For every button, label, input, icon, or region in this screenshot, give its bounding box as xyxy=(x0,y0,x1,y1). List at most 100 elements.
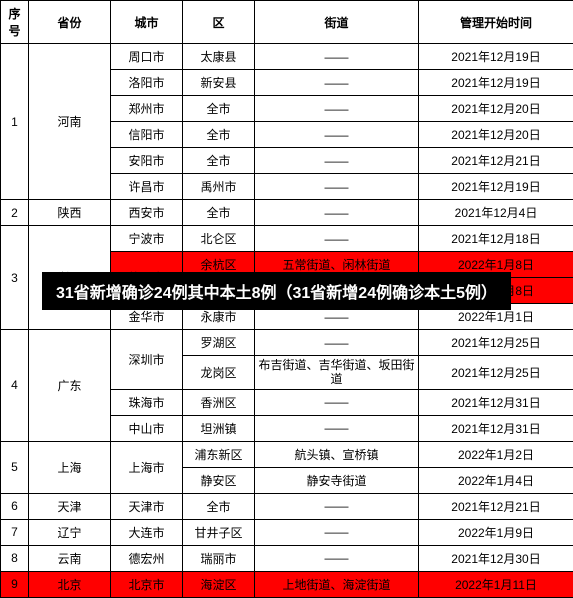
cell-street: —— xyxy=(255,519,419,545)
cell-date: 2021年12月4日 xyxy=(419,200,573,226)
cell-seq: 4 xyxy=(1,330,29,442)
cell-district: 甘井子区 xyxy=(183,519,255,545)
table-row: 9北京北京市海淀区上地街道、海淀街道2022年1月11日 xyxy=(1,571,573,597)
cell-seq: 6 xyxy=(1,493,29,519)
cell-street: —— xyxy=(255,70,419,96)
cell-city: 信阳市 xyxy=(111,122,183,148)
cell-city: 天津市 xyxy=(111,493,183,519)
table-row: 8云南德宏州瑞丽市——2021年12月30日 xyxy=(1,545,573,571)
cell-district: 浦东新区 xyxy=(183,441,255,467)
cell-seq: 5 xyxy=(1,441,29,493)
cell-city: 宁波市 xyxy=(111,226,183,252)
cell-date: 2021年12月18日 xyxy=(419,226,573,252)
table-row: 7辽宁大连市甘井子区——2022年1月9日 xyxy=(1,519,573,545)
col-date: 管理开始时间 xyxy=(419,1,573,44)
cell-province: 陕西 xyxy=(29,200,111,226)
cell-province: 河南 xyxy=(29,44,111,200)
cell-district: 禹州市 xyxy=(183,174,255,200)
cell-district: 龙岗区 xyxy=(183,356,255,390)
cell-date: 2021年12月21日 xyxy=(419,148,573,174)
cell-district: 全市 xyxy=(183,122,255,148)
cell-province: 广东 xyxy=(29,330,111,442)
cell-street: —— xyxy=(255,200,419,226)
cell-street: —— xyxy=(255,493,419,519)
cell-province: 云南 xyxy=(29,545,111,571)
table-row: 5上海上海市浦东新区航头镇、宣桥镇2022年1月2日 xyxy=(1,441,573,467)
cell-district: 太康县 xyxy=(183,44,255,70)
cell-date: 2021年12月19日 xyxy=(419,70,573,96)
cell-street: —— xyxy=(255,44,419,70)
cell-district: 香洲区 xyxy=(183,389,255,415)
cell-street: —— xyxy=(255,122,419,148)
cell-city: 许昌市 xyxy=(111,174,183,200)
table-row: 3浙江宁波市北仑区——2021年12月18日 xyxy=(1,226,573,252)
table-header-row: 序号 省份 城市 区 街道 管理开始时间 xyxy=(1,1,573,44)
table-row: 4广东深圳市罗湖区——2021年12月25日 xyxy=(1,330,573,356)
cell-district: 全市 xyxy=(183,200,255,226)
cell-district: 罗湖区 xyxy=(183,330,255,356)
cell-city: 郑州市 xyxy=(111,96,183,122)
cell-city: 洛阳市 xyxy=(111,70,183,96)
cell-city: 珠海市 xyxy=(111,389,183,415)
cell-seq: 9 xyxy=(1,571,29,597)
cell-city: 上海市 xyxy=(111,441,183,493)
cell-date: 2021年12月30日 xyxy=(419,545,573,571)
cell-street: —— xyxy=(255,330,419,356)
cell-street: 布吉街道、吉华街道、坂田街道 xyxy=(255,356,419,390)
cell-city: 德宏州 xyxy=(111,545,183,571)
cell-seq: 7 xyxy=(1,519,29,545)
cell-date: 2021年12月31日 xyxy=(419,415,573,441)
cell-street: 静安寺街道 xyxy=(255,467,419,493)
cell-date: 2021年12月21日 xyxy=(419,493,573,519)
cell-date: 2021年12月19日 xyxy=(419,44,573,70)
cell-district: 新安县 xyxy=(183,70,255,96)
cell-street: —— xyxy=(255,415,419,441)
table-row: 1河南周口市太康县——2021年12月19日 xyxy=(1,44,573,70)
cell-date: 2021年12月31日 xyxy=(419,389,573,415)
cell-city: 西安市 xyxy=(111,200,183,226)
cell-seq: 1 xyxy=(1,44,29,200)
cell-seq: 3 xyxy=(1,226,29,330)
cell-district: 瑞丽市 xyxy=(183,545,255,571)
cell-district: 海淀区 xyxy=(183,571,255,597)
cell-district: 北仑区 xyxy=(183,226,255,252)
cell-province: 北京 xyxy=(29,571,111,597)
cell-city: 安阳市 xyxy=(111,148,183,174)
cell-street: —— xyxy=(255,545,419,571)
col-province: 省份 xyxy=(29,1,111,44)
headline-overlay: 31省新增确诊24例其中本土8例（31省新增24例确诊本土5例） xyxy=(42,272,511,310)
cell-province: 上海 xyxy=(29,441,111,493)
table-row: 2陕西西安市全市——2021年12月4日 xyxy=(1,200,573,226)
cell-date: 2022年1月4日 xyxy=(419,467,573,493)
cell-city: 周口市 xyxy=(111,44,183,70)
cell-city: 深圳市 xyxy=(111,330,183,390)
col-street: 街道 xyxy=(255,1,419,44)
cell-date: 2021年12月19日 xyxy=(419,174,573,200)
cell-city: 北京市 xyxy=(111,571,183,597)
cell-street: —— xyxy=(255,226,419,252)
cell-seq: 2 xyxy=(1,200,29,226)
cell-date: 2021年12月25日 xyxy=(419,330,573,356)
col-district: 区 xyxy=(183,1,255,44)
cell-city: 大连市 xyxy=(111,519,183,545)
col-seq: 序号 xyxy=(1,1,29,44)
cell-province: 辽宁 xyxy=(29,519,111,545)
cell-date: 2022年1月2日 xyxy=(419,441,573,467)
col-city: 城市 xyxy=(111,1,183,44)
headline-text: 31省新增确诊24例其中本土8例（31省新增24例确诊本土5例） xyxy=(56,285,497,302)
cell-date: 2021年12月20日 xyxy=(419,96,573,122)
cell-city: 中山市 xyxy=(111,415,183,441)
cell-street: —— xyxy=(255,389,419,415)
cell-date: 2022年1月11日 xyxy=(419,571,573,597)
cell-date: 2021年12月25日 xyxy=(419,356,573,390)
cell-seq: 8 xyxy=(1,545,29,571)
table-row: 6天津天津市全市——2021年12月21日 xyxy=(1,493,573,519)
cell-date: 2022年1月9日 xyxy=(419,519,573,545)
cell-street: 航头镇、宣桥镇 xyxy=(255,441,419,467)
cell-district: 静安区 xyxy=(183,467,255,493)
table-wrapper: 序号 省份 城市 区 街道 管理开始时间 1河南周口市太康县——2021年12月… xyxy=(0,0,573,598)
cell-street: —— xyxy=(255,148,419,174)
cell-district: 坦洲镇 xyxy=(183,415,255,441)
cell-province: 天津 xyxy=(29,493,111,519)
table-body: 1河南周口市太康县——2021年12月19日洛阳市新安县——2021年12月19… xyxy=(1,44,573,598)
